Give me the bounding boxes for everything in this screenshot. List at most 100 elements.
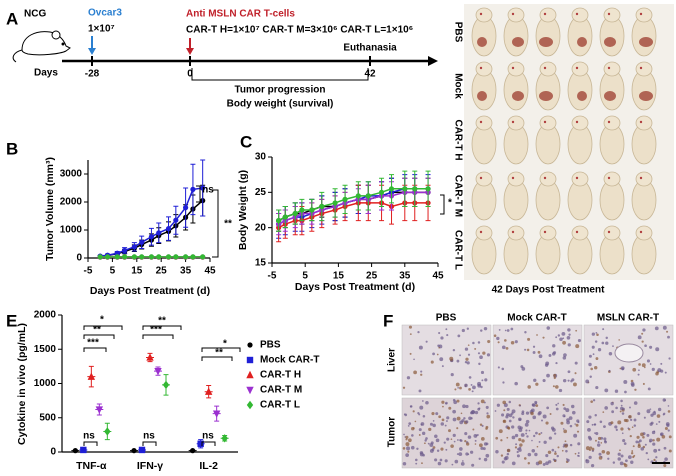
x-tick-label: 5 (302, 271, 308, 282)
cell-nucleus (558, 388, 563, 393)
cell-nucleus (667, 405, 670, 407)
cell-nucleus (576, 419, 580, 423)
cell-nucleus (638, 439, 642, 443)
cell-nucleus (605, 341, 609, 345)
marker (212, 410, 221, 418)
panel-label: C (240, 132, 252, 151)
cell-nucleus (446, 437, 450, 441)
cell-nucleus (409, 352, 412, 355)
significance-label: * (223, 339, 227, 350)
y-tick-label: 1500 (34, 344, 57, 355)
legend-marker (247, 342, 253, 348)
cell-nucleus (540, 431, 543, 434)
cell-nucleus (450, 373, 454, 377)
cell-nucleus (532, 415, 537, 420)
cell-nucleus (591, 423, 594, 426)
mouse-eye (575, 176, 579, 180)
timepoint: 42 (364, 69, 376, 80)
cell-nucleus (476, 434, 479, 437)
cell-nucleus (466, 442, 470, 446)
y-tick-label: 0 (76, 253, 82, 264)
cell-nucleus (656, 414, 661, 418)
cell-nucleus (590, 367, 594, 371)
cell-nucleus (544, 363, 549, 367)
cell-nucleus (591, 447, 595, 451)
marker (156, 254, 162, 260)
mouse-head (539, 7, 557, 23)
significance-bracket (83, 334, 115, 339)
cell-nucleus (564, 440, 567, 443)
cell-nucleus (408, 325, 413, 329)
mouse-eye (607, 66, 611, 70)
mouse-head (475, 7, 493, 23)
y-tick-label: 30 (255, 152, 267, 163)
cell-nucleus (637, 444, 641, 449)
legend-label: CAR-T H (260, 370, 301, 381)
marker (378, 189, 385, 195)
cell-nucleus (612, 461, 616, 464)
cell-nucleus (589, 446, 593, 449)
cell-nucleus (439, 357, 444, 362)
cell-nucleus (563, 353, 567, 357)
significance-label: ** (158, 316, 166, 327)
cell-nucleus (519, 404, 521, 407)
marker (190, 254, 196, 260)
mouse-eye (511, 230, 515, 234)
cell-nucleus (525, 419, 530, 424)
significance-label: *** (87, 338, 99, 349)
cell-nucleus (624, 390, 627, 394)
cell-nucleus (422, 415, 426, 418)
cell-nucleus (638, 369, 640, 372)
cell-nucleus (601, 341, 605, 345)
x-tick-label: 5 (110, 266, 116, 277)
cell-nucleus (588, 455, 592, 459)
marker (114, 254, 120, 260)
cell-nucleus (473, 433, 478, 438)
cell-nucleus (595, 385, 599, 390)
marker (200, 254, 206, 260)
cell-nucleus (650, 413, 654, 417)
cell-nucleus (516, 454, 520, 458)
cell-nucleus (663, 446, 667, 450)
cell-nucleus (628, 414, 632, 419)
cell-nucleus (468, 376, 472, 379)
cell-nucleus (605, 336, 608, 340)
cell-nucleus (566, 418, 570, 422)
significance-bracket (83, 347, 107, 352)
cell-nucleus (514, 433, 519, 438)
cell-nucleus (408, 438, 412, 443)
cell-nucleus (452, 348, 456, 352)
cell-nucleus (462, 404, 466, 409)
significance-label: ns (202, 185, 214, 196)
cell-nucleus (446, 420, 448, 423)
cell-nucleus (552, 344, 556, 348)
cell-nucleus (630, 451, 634, 455)
cell-nucleus (430, 360, 434, 364)
significance-label: *** (150, 325, 162, 336)
cell-nucleus (596, 443, 601, 447)
cell-nucleus (588, 448, 592, 451)
marker (173, 254, 179, 260)
cell-nucleus (666, 423, 670, 427)
legend-marker (246, 370, 254, 379)
histology-image (401, 324, 492, 396)
mouse-head (507, 115, 525, 131)
mouse-head (571, 225, 589, 241)
cell-nucleus (555, 403, 558, 406)
cell-nucleus (592, 353, 595, 356)
row-label: CAR-T M (452, 175, 463, 217)
cell-nucleus (655, 456, 658, 459)
cell-nucleus (508, 413, 513, 418)
cell-nucleus (456, 453, 459, 456)
cell-nucleus (412, 427, 415, 429)
cell-nucleus (443, 441, 446, 444)
cell-nucleus (622, 407, 625, 411)
marker (276, 218, 282, 224)
cell-nucleus (410, 445, 415, 450)
cell-nucleus (532, 351, 536, 354)
cell-nucleus (514, 340, 518, 344)
cell-nucleus (535, 404, 539, 408)
cell-nucleus (634, 388, 637, 391)
cell-nucleus (658, 420, 661, 423)
mouse-eye (639, 120, 643, 124)
